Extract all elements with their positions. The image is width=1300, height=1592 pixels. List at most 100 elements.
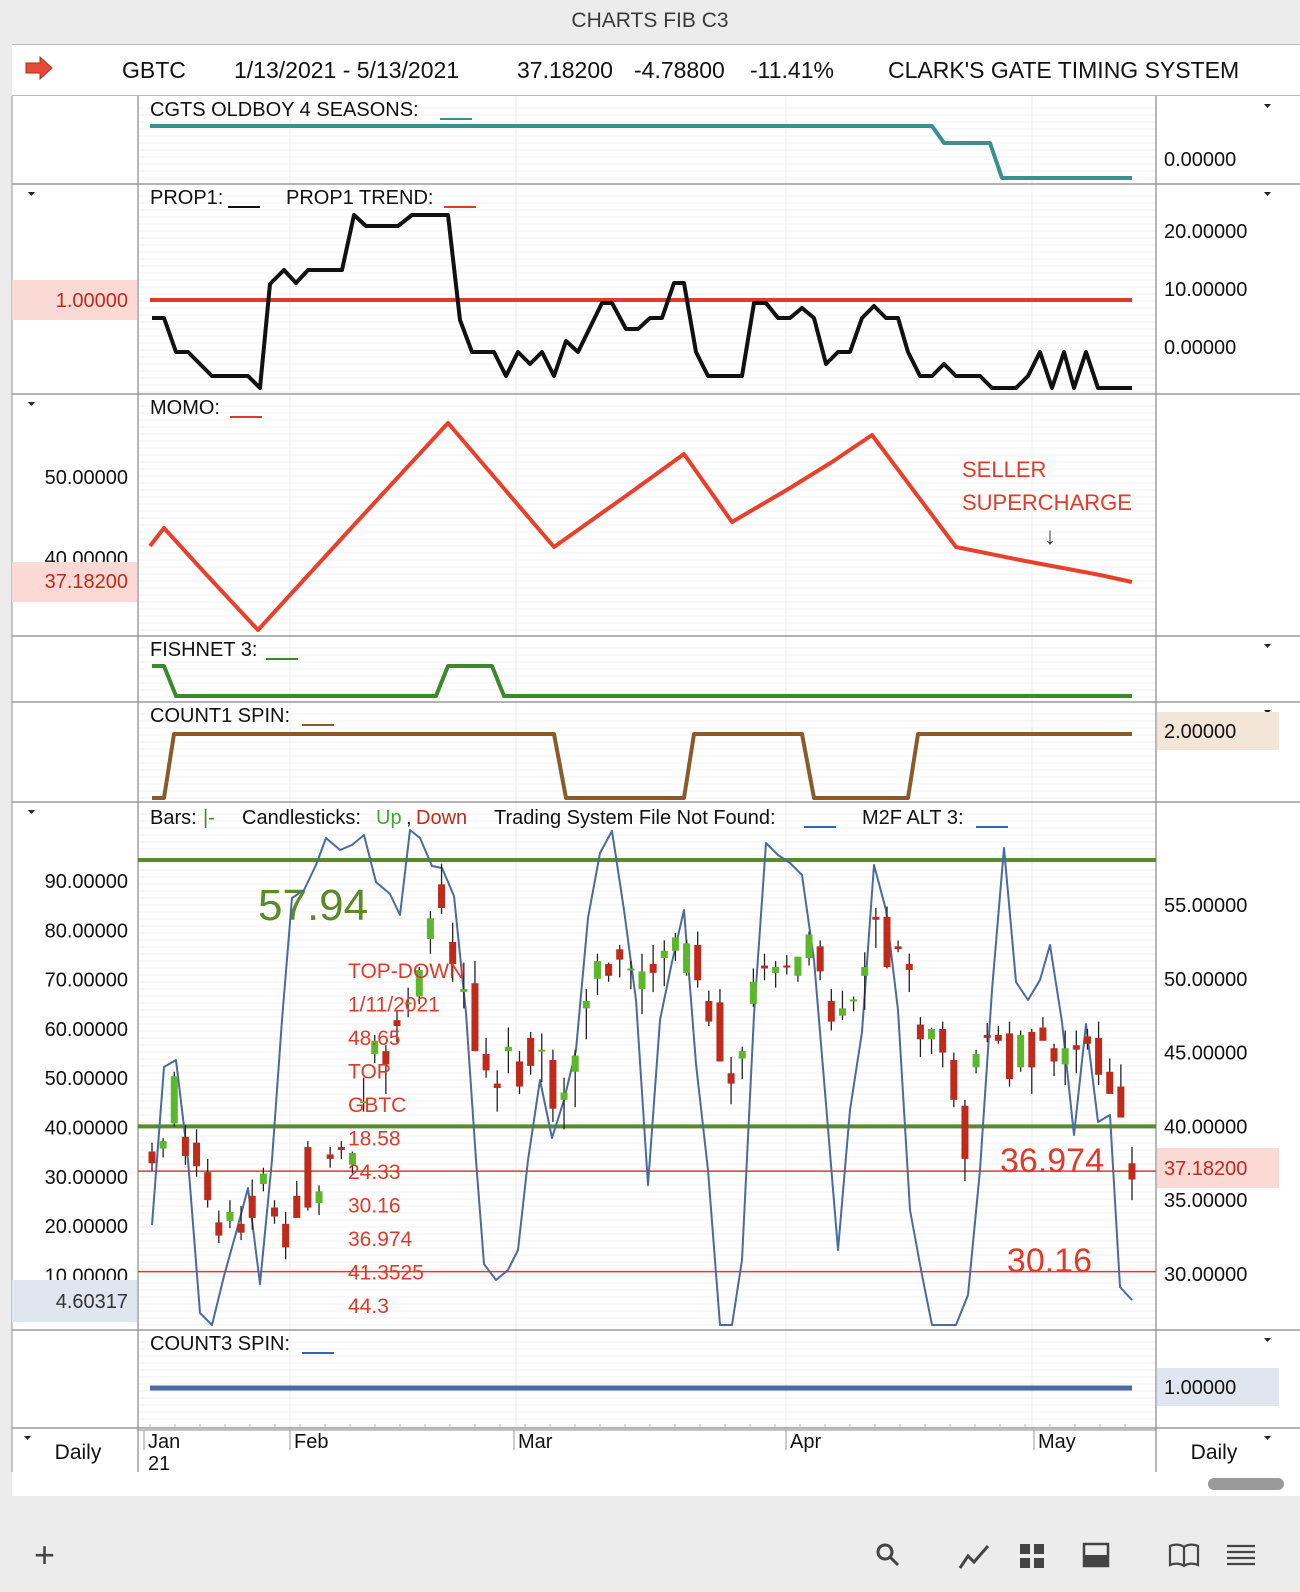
x-axis-month: Jan xyxy=(148,1431,180,1453)
candle-up xyxy=(560,1092,568,1100)
left-axis-tick: 50.00000 xyxy=(45,1068,128,1090)
count1-tag: 2.00000 xyxy=(1164,721,1236,743)
candle-down xyxy=(493,1083,501,1089)
candle-down xyxy=(761,965,768,969)
momo-tag: 37.18200 xyxy=(45,571,128,593)
candle-down xyxy=(215,1222,223,1236)
candle-down xyxy=(549,1059,557,1109)
fib-note: 24.33 xyxy=(348,1161,401,1184)
count3-tag-bg xyxy=(1157,1368,1279,1406)
candle-up xyxy=(226,1212,234,1221)
candle-down xyxy=(393,1020,401,1027)
cgts-tick: 0.00000 xyxy=(1164,149,1236,171)
fib-note: 44.3 xyxy=(348,1295,389,1318)
candle-up xyxy=(571,1055,579,1072)
chart-canvas[interactable]: CGTS OLDBOY 4 SEASONS: 0.00000 PROP1: PROP1… xyxy=(0,0,1300,1520)
momo-annotation: SUPERCHARGE xyxy=(962,490,1132,515)
down-arrow-icon: ↓ xyxy=(1044,523,1056,550)
draw-line-icon[interactable] xyxy=(958,1542,990,1577)
candle-down xyxy=(616,949,624,960)
pane-menu-icon xyxy=(1264,1436,1271,1440)
pane-menu-icon xyxy=(28,402,35,406)
candle-down xyxy=(916,1024,924,1040)
arrow-icon[interactable] xyxy=(24,55,54,87)
candle-down xyxy=(181,1136,189,1156)
candle-down xyxy=(271,1207,278,1217)
fib-note: TOP xyxy=(348,1061,391,1084)
left-axis-tick: 60.00000 xyxy=(45,1019,128,1041)
left-axis-tick: 30.00000 xyxy=(45,1167,128,1189)
candle-down xyxy=(939,1028,947,1053)
pane-menu-icon xyxy=(1264,104,1271,108)
fib-note: GBTC xyxy=(348,1094,406,1117)
price-tag-bg xyxy=(1157,1147,1279,1188)
up-legend: Up xyxy=(376,807,402,829)
prop1-label: PROP1: xyxy=(150,187,223,209)
candle-down xyxy=(1106,1071,1114,1094)
candle-down xyxy=(326,1154,334,1159)
period-left: Daily xyxy=(55,1441,102,1464)
candle-down xyxy=(950,1059,958,1100)
bottom-toolbar: + xyxy=(0,1478,1300,1592)
fib-label: 30.16 xyxy=(1007,1242,1092,1280)
system-name: CLARK'S GATE TIMING SYSTEM xyxy=(888,57,1240,83)
left-axis-tick: 70.00000 xyxy=(45,970,128,992)
candle-down xyxy=(983,1034,991,1038)
m2f-oscillator-line xyxy=(151,829,1133,1326)
candle-up xyxy=(170,1076,178,1124)
candle-down xyxy=(961,1105,969,1159)
candle-down xyxy=(1128,1163,1136,1180)
candle-up xyxy=(348,1152,356,1165)
date-range: 1/13/2021 - 5/13/2021 xyxy=(234,57,460,83)
candle-down xyxy=(471,983,479,1052)
bars-label: Bars: xyxy=(150,807,197,829)
candle-up xyxy=(159,1141,167,1149)
chart-header: GBTC 1/13/2021 - 5/13/2021 37.18200 -4.7… xyxy=(12,44,1300,96)
candle-up xyxy=(460,989,468,993)
cgts-line xyxy=(150,124,1132,180)
left-axis-tick: 40.00000 xyxy=(45,1118,128,1140)
panel-icon[interactable] xyxy=(1082,1542,1110,1575)
grid-icon[interactable] xyxy=(1018,1542,1046,1577)
fib-note: 41.3525 xyxy=(348,1262,424,1285)
left-axis-tick: 80.00000 xyxy=(45,920,128,942)
fib-note: TOP-DOWN xyxy=(348,960,464,983)
candle-up xyxy=(671,937,679,951)
candle-down xyxy=(516,1061,523,1087)
candle-up xyxy=(772,966,780,973)
count3-tag: 1.00000 xyxy=(1164,1377,1236,1399)
left-axis-tick: 20.00000 xyxy=(45,1216,128,1238)
price-change-pct: -11.41% xyxy=(750,57,834,83)
candle-down xyxy=(449,941,457,965)
horizontal-scrollbar[interactable] xyxy=(1208,1478,1284,1490)
pane-menu-icon xyxy=(28,192,35,196)
book-icon[interactable] xyxy=(1168,1542,1200,1575)
candle-up xyxy=(660,950,668,959)
candle-up xyxy=(426,918,434,939)
right-axis-tick: 40.00000 xyxy=(1164,1116,1247,1138)
menu-icon[interactable] xyxy=(1226,1542,1256,1574)
add-pane-button[interactable]: + xyxy=(34,1534,56,1575)
candle-down xyxy=(382,1051,390,1065)
candle-down xyxy=(438,884,446,908)
prop1-line xyxy=(152,213,1132,390)
oscillator-tag-bg xyxy=(12,1280,137,1322)
momo-label: MOMO: xyxy=(150,397,220,419)
momo-line xyxy=(148,421,1133,632)
count1-label: COUNT1 SPIN: xyxy=(150,705,290,727)
candle-down xyxy=(1039,1027,1047,1041)
right-axis-tick: 45.00000 xyxy=(1164,1043,1247,1065)
count1-tag-bg xyxy=(1157,712,1279,750)
candle-down xyxy=(204,1172,212,1201)
candle-up xyxy=(371,1040,379,1055)
candle-down xyxy=(1072,1045,1080,1050)
candle-down xyxy=(1028,1031,1036,1068)
candle-down xyxy=(293,1195,301,1218)
fib-note: 36.974 xyxy=(348,1228,413,1251)
right-axis-tick: 30.00000 xyxy=(1164,1264,1247,1286)
candle-down xyxy=(994,1034,1002,1041)
fib-note: 18.58 xyxy=(348,1128,401,1151)
candle-up xyxy=(1061,1048,1069,1065)
search-icon[interactable] xyxy=(875,1542,901,1575)
pane-menu-icon xyxy=(24,1436,31,1440)
